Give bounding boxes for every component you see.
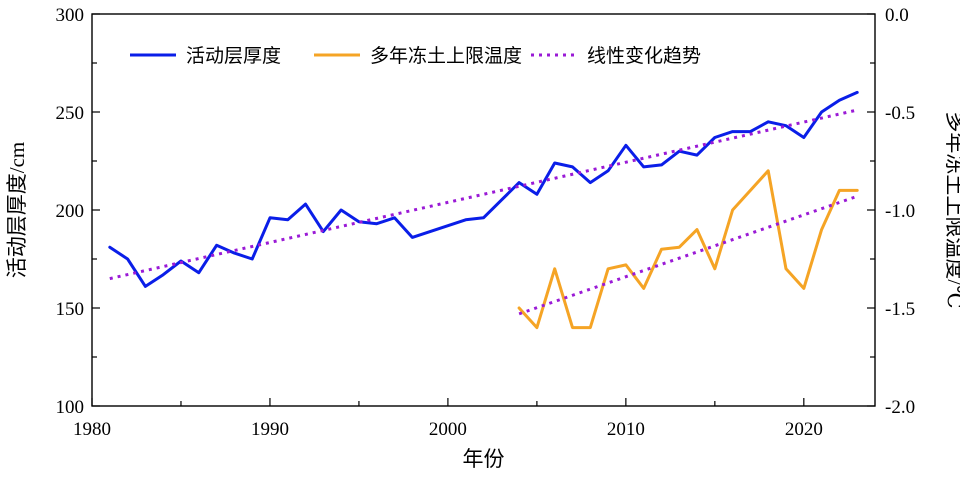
legend-label: 线性变化趋势: [587, 45, 701, 67]
series-line-0: [108, 90, 859, 288]
chart-marks: [108, 90, 859, 330]
y-axis-right-title: 多年冻土上限温度/℃: [943, 111, 960, 308]
y-left-tick-label: 250: [56, 103, 85, 124]
axis-ticks: 1980 1990 2000 2010 2020 100 150 200 250 300 -2.0 -…: [56, 5, 916, 440]
y-left-tick-label: 200: [56, 201, 85, 222]
x-tick-label: 1990: [251, 419, 289, 440]
x-tick-label: 1980: [73, 419, 111, 440]
y-left-tick-label: 100: [56, 397, 85, 418]
y-left-tick-label: 150: [56, 299, 85, 320]
x-tick-label: 2010: [607, 419, 645, 440]
plot-frame: [91, 13, 876, 407]
y-right-tick-label: -0.5: [885, 103, 915, 124]
trend-line: [518, 194, 858, 316]
legend-label: 活动层厚度: [186, 45, 281, 67]
y-left-tick-label: 300: [56, 5, 85, 26]
y-right-tick-label: -1.5: [885, 299, 915, 320]
y-right-tick-label: 0.0: [885, 5, 909, 26]
x-axis-title: 年份: [463, 447, 505, 471]
legend-label: 多年冻土上限温度: [370, 45, 522, 67]
y-right-tick-label: -2.0: [885, 397, 915, 418]
x-tick-label: 2000: [429, 419, 467, 440]
y-axis-left-title: 活动层厚度/cm: [5, 142, 29, 279]
series-line-1: [517, 169, 859, 330]
y-right-tick-label: -1.0: [885, 201, 915, 222]
legend: 活动层厚度 多年冻土上限温度 线性变化趋势: [130, 45, 701, 67]
x-tick-label: 2020: [785, 419, 823, 440]
